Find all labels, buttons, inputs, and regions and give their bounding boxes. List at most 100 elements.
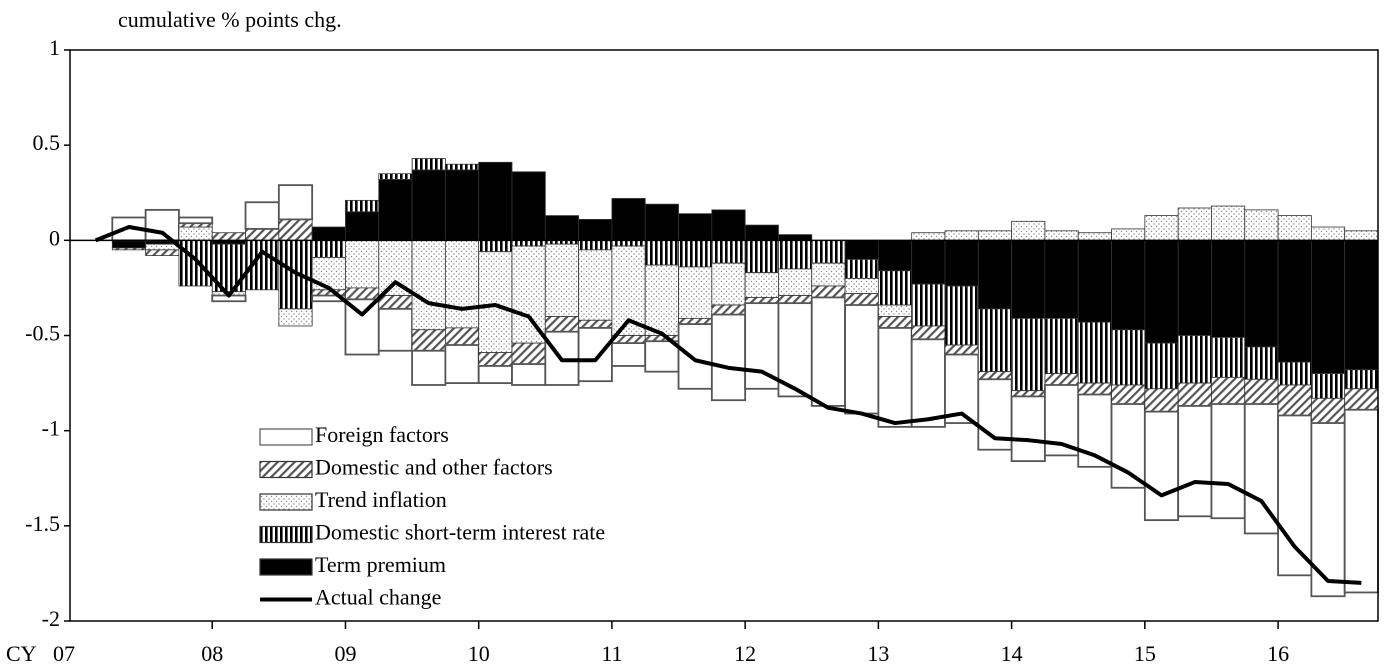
plot-frame [69, 49, 1379, 622]
bar-segment [678, 239, 713, 268]
x-tick-label: 15 [1134, 641, 1156, 666]
bar-segment [544, 215, 580, 241]
y-tick-label: -2 [42, 606, 60, 631]
bar-segment [511, 363, 547, 386]
bar-segment [977, 371, 1013, 380]
bar-segment [1077, 382, 1112, 395]
x-tick-label: 16 [1267, 641, 1289, 666]
y-tick-label: -1 [42, 416, 60, 441]
bar-segment [778, 268, 813, 296]
bar-segment [977, 239, 1013, 310]
bar-segment [345, 287, 380, 300]
x-tick-label: 14 [1001, 641, 1023, 666]
bar-segment [1177, 239, 1212, 336]
bar-segment [1143, 410, 1180, 522]
bar-segment [544, 243, 580, 317]
bar-segment [178, 216, 214, 225]
bar-segment [977, 230, 1013, 241]
bar-segment [711, 209, 746, 241]
bar-segment [1044, 230, 1079, 241]
bar-segment [1010, 395, 1046, 463]
x-tick-label: 12 [734, 641, 756, 666]
bar-segment [1144, 239, 1179, 344]
bar-segment [977, 308, 1013, 373]
bar-segment [1011, 317, 1046, 392]
bar-segment [944, 230, 979, 241]
bar-segment [544, 316, 580, 333]
bar-segment [1111, 228, 1146, 241]
bar-segment [1344, 388, 1379, 411]
bar-segment [944, 285, 979, 346]
bar-segment [1011, 220, 1046, 241]
bar-segment [578, 319, 613, 329]
bar-segment [211, 232, 246, 241]
legend-label: Term premium [315, 552, 446, 577]
bar-segment [711, 239, 746, 264]
bar-segment [711, 304, 746, 315]
bar-segment [744, 224, 779, 241]
legend-label: Foreign factors [315, 422, 449, 447]
bar-segment [1111, 384, 1146, 405]
bar-segment [1343, 408, 1379, 594]
bar-segment [810, 296, 846, 407]
bar-segment [111, 247, 147, 251]
bar-segment [1344, 369, 1379, 390]
actual-change-line [94, 225, 1362, 585]
bar-segment [311, 257, 346, 291]
bar-segment [1277, 215, 1312, 241]
bar-segment [1177, 382, 1212, 407]
bar-segment [1044, 317, 1079, 374]
bar-segment [910, 338, 946, 428]
bar-segment [644, 239, 679, 266]
x-tick-label: 09 [334, 641, 356, 666]
bar-segment [1310, 373, 1346, 399]
bar-segment [1310, 239, 1346, 374]
bar-segment [411, 329, 446, 352]
bar-segment [811, 239, 846, 264]
bar-segment [178, 239, 213, 287]
x-tick-label: 13 [867, 641, 889, 666]
bar-segment [444, 327, 480, 346]
bar-segment [844, 304, 880, 415]
y-tick-label: -1.5 [25, 511, 60, 536]
bar-segment [1244, 346, 1279, 380]
bar-segment [145, 243, 180, 251]
legend-label: Trend inflation [315, 487, 447, 512]
bar-segment [478, 251, 513, 354]
bar-segment [778, 239, 813, 270]
bar-segment [411, 349, 447, 386]
x-tick-label: 08 [201, 641, 223, 666]
bar-segment [345, 211, 380, 241]
bar-segment [1144, 388, 1179, 413]
legend-swatch [259, 525, 313, 544]
bar-segment [478, 352, 513, 367]
bar-segment [245, 228, 280, 241]
bar-segment [811, 262, 846, 287]
bar-segment [111, 239, 147, 249]
y-tick-label: 0.5 [33, 130, 61, 155]
bar-segment [677, 323, 713, 390]
bar-segment [1244, 378, 1279, 405]
bar-segment [1244, 209, 1279, 241]
legend-label: Domestic short-term interest rate [315, 520, 605, 545]
bar-segment [644, 264, 679, 336]
bar-segment [644, 340, 680, 373]
bar-segment [1110, 403, 1146, 489]
bar-segment [1011, 239, 1046, 319]
bar-segment [1211, 205, 1246, 241]
bar-segment [678, 213, 713, 241]
bar-segment [444, 163, 480, 171]
bar-segment [944, 344, 979, 355]
bar-segment [844, 239, 879, 260]
bar-segment [378, 173, 413, 180]
bar-segment [711, 262, 746, 306]
bar-segment [1211, 239, 1246, 338]
bar-segment [511, 239, 546, 247]
bar-segment [1277, 384, 1312, 416]
legend-swatch [259, 493, 313, 511]
bar-segment [1077, 321, 1112, 384]
bar-segment [911, 325, 946, 340]
bar-segment [844, 277, 879, 295]
bar-segment [444, 344, 480, 384]
